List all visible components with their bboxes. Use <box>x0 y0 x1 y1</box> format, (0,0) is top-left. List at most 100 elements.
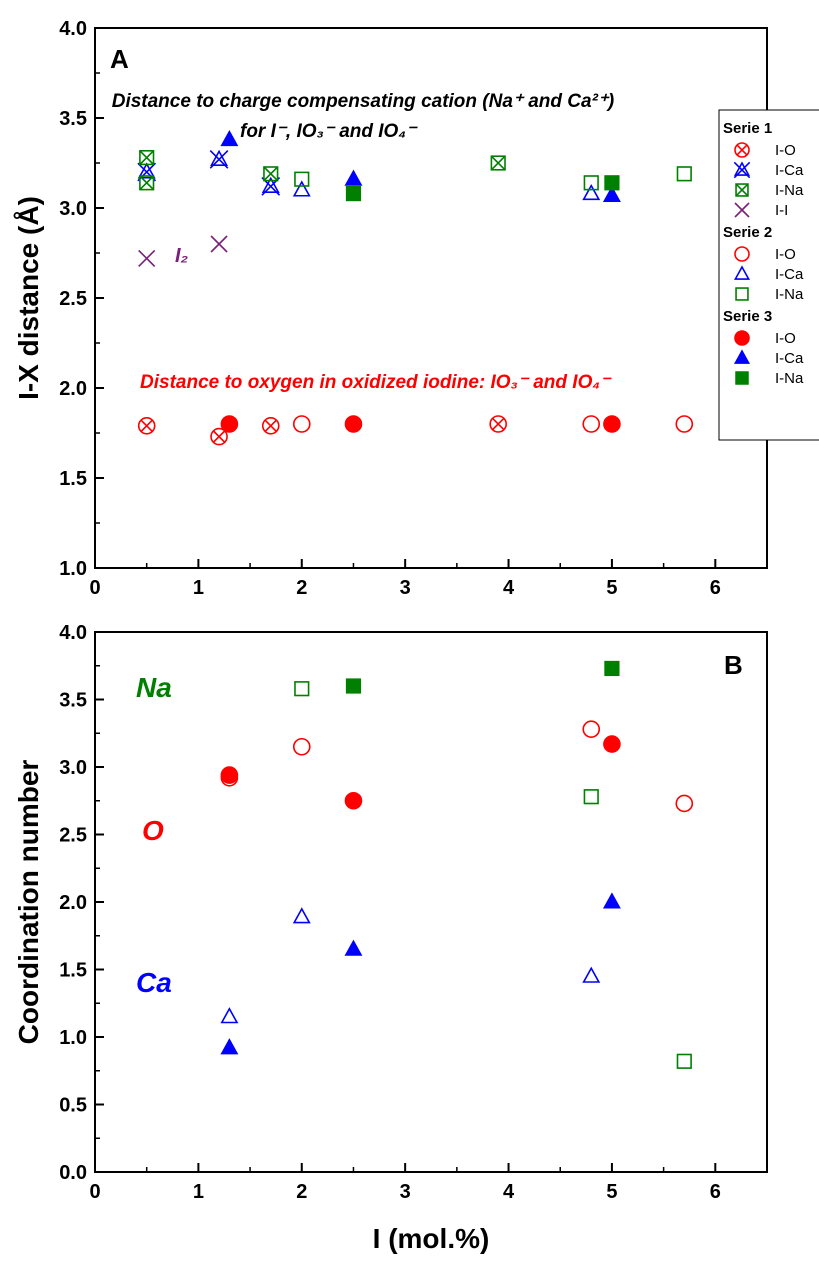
x-axis-label: I (mol.%) <box>373 1223 490 1254</box>
panel-a: A Distance to charge compensating cation… <box>13 18 819 599</box>
b-point-serie2-i-ca <box>292 907 311 924</box>
b-point-serie3-i-na <box>345 678 362 694</box>
a-point-serie2-i-o <box>582 415 601 433</box>
a-y-tick-label: 2.5 <box>59 288 87 310</box>
a-point-serie1-i-o <box>210 427 228 446</box>
a-y-tick-label: 1.5 <box>59 468 87 490</box>
a-point-serie3-i-na <box>604 175 620 191</box>
a-point-serie2-i-ca <box>292 180 311 197</box>
a-point-serie1-i-o <box>137 416 156 435</box>
a-point-serie2-i-na <box>676 166 692 182</box>
legend-entry-label: I-Na <box>775 182 804 199</box>
b-y-tick-label: 1.5 <box>59 960 87 982</box>
legend-marker <box>734 142 750 158</box>
legend-marker <box>735 371 749 385</box>
panel-b-data-points <box>220 660 694 1069</box>
panel-a-y-ticks: 1.0 1.5 2.0 2.5 3.0 3.5 4.0 <box>59 18 104 580</box>
a-x-tick-label: 4 <box>503 577 515 599</box>
b-x-tick-label: 6 <box>710 1181 721 1203</box>
legend-entry-label: I-O <box>775 330 796 347</box>
a-x-tick-label: 2 <box>296 577 307 599</box>
b-x-tick-label: 3 <box>400 1181 411 1203</box>
a-point-serie2-i-o <box>675 415 694 433</box>
b-point-serie3-i-o <box>603 735 621 753</box>
a-x-tick-label: 5 <box>606 577 617 599</box>
legend-entry-label: I-Ca <box>775 350 804 367</box>
panel-b-y-ticks: 0.0 0.5 1.0 1.5 2.0 2.5 3.0 3.5 4.0 <box>59 622 104 1184</box>
a-y-tick-label: 3.5 <box>59 108 87 130</box>
annotation-na: Na <box>136 672 172 703</box>
annotation-o: O <box>142 815 164 846</box>
b-y-tick-label: 3.0 <box>59 757 87 779</box>
annotation-cation-line2: for I⁻, IO₃⁻ and IO₄⁻ <box>240 121 418 142</box>
a-point-serie1-i-o <box>261 416 280 435</box>
a-point-serie2-i-ca <box>582 183 601 201</box>
a-x-tick-label: 3 <box>400 577 411 599</box>
panel-a-x-ticks: 0 1 2 3 4 5 6 <box>89 559 721 599</box>
b-point-serie3-i-na <box>604 660 620 677</box>
a-point-serie1-i-o <box>489 415 508 433</box>
panel-b-y-axis-label: Coordination number <box>13 760 44 1045</box>
b-point-serie2-i-o <box>292 737 311 756</box>
legend-marker <box>733 349 751 364</box>
a-y-tick-label: 3.0 <box>59 198 87 220</box>
legend-entry-label: I-Ca <box>775 266 804 283</box>
legend-group-title: Serie 1 <box>723 120 772 137</box>
a-point-serie3-i-ca <box>344 169 363 186</box>
b-point-serie3-i-ca <box>220 1038 239 1055</box>
legend-marker <box>735 287 749 301</box>
legend-entry-label: I-O <box>775 246 796 263</box>
b-x-tick-label: 4 <box>503 1181 515 1203</box>
panel-a-label: A <box>110 44 129 74</box>
panel-b-label: B <box>724 650 743 680</box>
panel-a-y-axis-label: I-X distance (Å) <box>13 196 44 400</box>
a-point-serie1-i-na <box>139 150 155 166</box>
b-point-serie2-i-na <box>294 681 310 697</box>
a-point-serie1-i-na <box>263 166 279 182</box>
annotation-cation-line1: Distance to charge compensating cation (… <box>112 91 615 112</box>
a-point-serie3-i-na <box>345 186 362 202</box>
b-y-tick-label: 4.0 <box>59 622 87 644</box>
a-point-serie3-i-o <box>603 415 621 433</box>
a-point-serie2-i-o <box>292 415 311 433</box>
a-point-serie2-i-na <box>583 175 599 191</box>
a-point-serie1-i-i <box>138 249 156 267</box>
a-point-serie3-i-o <box>344 415 363 433</box>
b-x-tick-label: 5 <box>606 1181 617 1203</box>
legend-box <box>718 109 819 441</box>
b-point-serie3-i-o <box>220 766 239 784</box>
annotation-oxygen: Distance to oxygen in oxidized iodine: I… <box>140 372 612 393</box>
panel-b-x-ticks: 0 1 2 3 4 5 6 <box>89 1163 721 1203</box>
b-y-tick-label: 3.5 <box>59 690 87 712</box>
a-point-serie3-i-ca <box>602 185 621 202</box>
b-y-tick-label: 0.0 <box>59 1162 87 1184</box>
annotation-i2: I₂ <box>175 245 189 267</box>
legend-entry-label: I-Na <box>775 370 804 387</box>
legend-marker <box>734 202 750 218</box>
annotation-ca: Ca <box>136 967 172 998</box>
b-point-serie3-i-ca <box>344 939 363 956</box>
b-y-tick-label: 2.0 <box>59 892 87 914</box>
a-point-serie3-i-ca <box>220 129 239 147</box>
b-y-tick-label: 0.5 <box>59 1095 87 1117</box>
b-point-serie2-i-o <box>675 794 694 813</box>
b-point-serie2-i-na <box>676 1053 692 1069</box>
b-point-serie2-i-ca <box>220 1007 239 1024</box>
panel-a-data-points <box>137 129 694 446</box>
legend-entry-label: I-O <box>775 142 796 159</box>
a-point-serie1-i-na <box>139 175 155 191</box>
b-x-tick-label: 2 <box>296 1181 307 1203</box>
a-point-serie1-i-i <box>210 235 228 253</box>
b-point-serie2-i-na <box>583 789 599 805</box>
panel-b-frame <box>94 631 768 1173</box>
b-y-tick-label: 1.0 <box>59 1027 87 1049</box>
b-point-serie3-i-ca <box>602 892 621 909</box>
legend-group-title: Serie 3 <box>723 308 772 325</box>
b-point-serie3-i-o <box>344 791 363 810</box>
a-y-tick-label: 1.0 <box>59 558 87 580</box>
a-x-tick-label: 0 <box>89 577 100 599</box>
b-y-tick-label: 2.5 <box>59 825 87 847</box>
a-y-tick-label: 4.0 <box>59 18 87 40</box>
